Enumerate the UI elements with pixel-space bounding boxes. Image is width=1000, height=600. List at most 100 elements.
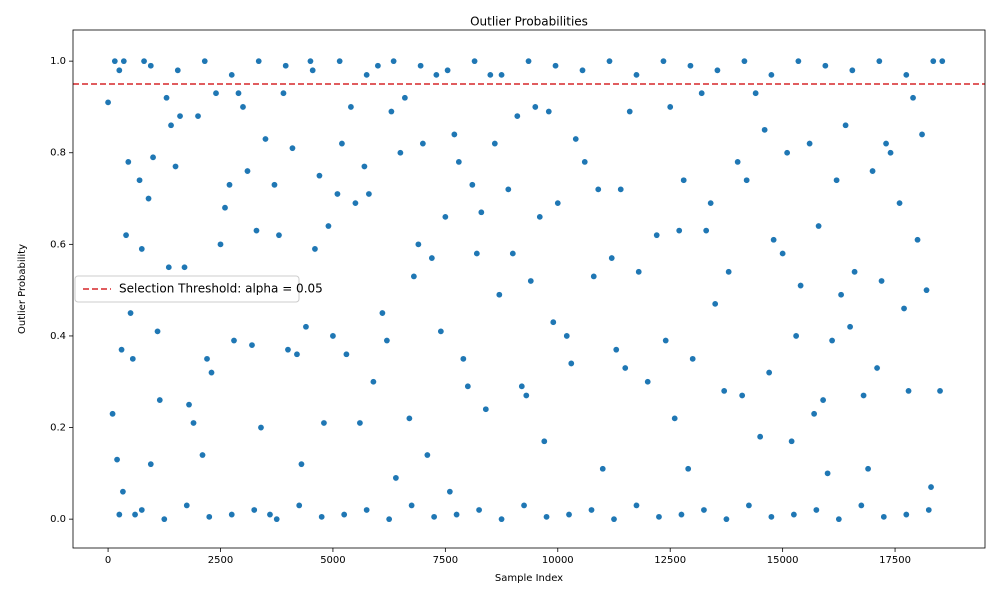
point — [118, 346, 126, 354]
point — [225, 181, 233, 189]
point — [902, 71, 910, 79]
point — [360, 162, 368, 170]
point — [336, 57, 344, 65]
point — [199, 451, 207, 459]
point — [837, 291, 845, 299]
point — [644, 378, 652, 386]
point — [720, 387, 728, 395]
point — [408, 501, 416, 509]
point — [590, 272, 598, 280]
point — [369, 378, 377, 386]
point — [743, 176, 751, 184]
point — [914, 236, 922, 244]
point — [261, 135, 269, 143]
point — [621, 364, 629, 372]
point — [752, 89, 760, 97]
point — [468, 181, 476, 189]
point — [136, 176, 144, 184]
point — [405, 414, 413, 422]
point — [255, 57, 263, 65]
plot-area — [104, 57, 946, 523]
point — [878, 277, 886, 285]
point — [221, 204, 229, 212]
point — [279, 89, 287, 97]
x-tick-label: 7500 — [433, 555, 458, 566]
point — [745, 501, 753, 509]
point — [909, 94, 917, 102]
point — [689, 355, 697, 363]
point — [390, 57, 398, 65]
point — [929, 57, 937, 65]
point — [273, 515, 281, 523]
point — [632, 71, 640, 79]
point — [311, 245, 319, 253]
point — [680, 176, 688, 184]
point — [475, 506, 483, 514]
x-tick-label: 10000 — [542, 555, 574, 566]
point — [686, 62, 694, 70]
point — [842, 121, 850, 129]
point — [174, 66, 182, 74]
y-tick-label: 0.8 — [50, 148, 66, 159]
point — [324, 222, 332, 230]
point — [864, 465, 872, 473]
point — [794, 57, 802, 65]
point — [653, 231, 661, 239]
y-tick-label: 0.4 — [50, 331, 66, 342]
point — [848, 66, 856, 74]
point — [423, 451, 431, 459]
point — [896, 199, 904, 207]
point — [138, 506, 146, 514]
point — [671, 414, 679, 422]
point — [684, 465, 692, 473]
x-tick-label: 0 — [105, 555, 111, 566]
point — [518, 382, 526, 390]
y-axis-label: Outlier Probability — [17, 244, 28, 334]
point — [527, 277, 535, 285]
point — [610, 515, 618, 523]
point — [905, 387, 913, 395]
point — [513, 112, 521, 120]
point — [329, 332, 337, 340]
point — [810, 410, 818, 418]
point — [453, 511, 461, 519]
point — [702, 227, 710, 235]
point — [491, 140, 499, 148]
point — [572, 135, 580, 143]
point — [525, 57, 533, 65]
point — [923, 286, 931, 294]
point — [127, 309, 135, 317]
point — [812, 506, 820, 514]
point — [936, 387, 944, 395]
point — [797, 282, 805, 290]
point — [284, 346, 292, 354]
point — [432, 71, 440, 79]
point — [419, 140, 427, 148]
point — [428, 254, 436, 262]
point — [588, 506, 596, 514]
point — [297, 460, 305, 468]
point — [767, 513, 775, 521]
point — [873, 364, 881, 372]
x-tick-label: 2500 — [208, 555, 233, 566]
point — [378, 309, 386, 317]
point — [201, 57, 209, 65]
point — [617, 185, 625, 193]
y-tick-label: 1.0 — [50, 56, 66, 67]
point — [385, 515, 393, 523]
point — [918, 130, 926, 138]
point — [115, 66, 123, 74]
point — [248, 341, 256, 349]
point — [147, 460, 155, 468]
x-axis-label: Sample Index — [495, 573, 563, 584]
point — [599, 465, 607, 473]
point — [459, 355, 467, 363]
point — [482, 405, 490, 413]
point — [270, 181, 278, 189]
point — [309, 66, 317, 74]
point — [410, 272, 418, 280]
point — [722, 515, 730, 523]
point — [632, 501, 640, 509]
point — [806, 140, 814, 148]
